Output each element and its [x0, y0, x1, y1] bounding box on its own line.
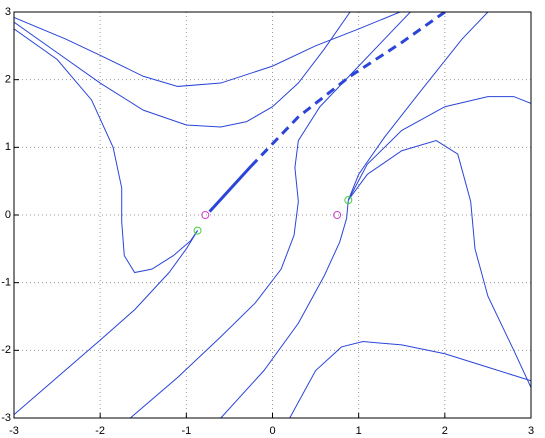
marker — [333, 211, 342, 219]
curve — [14, 12, 351, 128]
curve — [14, 230, 198, 415]
y-tick-label: -2 — [1, 344, 11, 356]
x-tick-label: -3 — [9, 425, 19, 437]
curve — [220, 200, 349, 418]
y-tick-label: 2 — [5, 74, 11, 86]
y-tick-label: 3 — [5, 6, 11, 18]
curve — [129, 12, 411, 418]
marker — [193, 226, 202, 235]
curve — [289, 341, 531, 418]
x-tick-label: -2 — [95, 425, 105, 437]
x-tick-label: -1 — [181, 425, 191, 437]
y-tick-label: -3 — [1, 412, 11, 424]
curve — [347, 12, 489, 201]
x-tick-label: 1 — [356, 425, 362, 437]
curve — [347, 140, 531, 388]
x-tick-label: 0 — [269, 425, 275, 437]
marker — [344, 196, 353, 205]
x-tick-label: 2 — [442, 425, 448, 437]
x-tick-label: 3 — [528, 425, 534, 437]
marker — [201, 211, 210, 219]
plot-frame — [13, 11, 532, 419]
y-tick-label: 0 — [5, 209, 11, 221]
curve — [347, 96, 531, 201]
curve — [249, 12, 446, 168]
curve — [208, 165, 253, 213]
y-tick-label: -1 — [1, 277, 11, 289]
curve — [14, 12, 401, 87]
y-tick-label: 1 — [5, 141, 11, 153]
curve — [14, 28, 198, 274]
